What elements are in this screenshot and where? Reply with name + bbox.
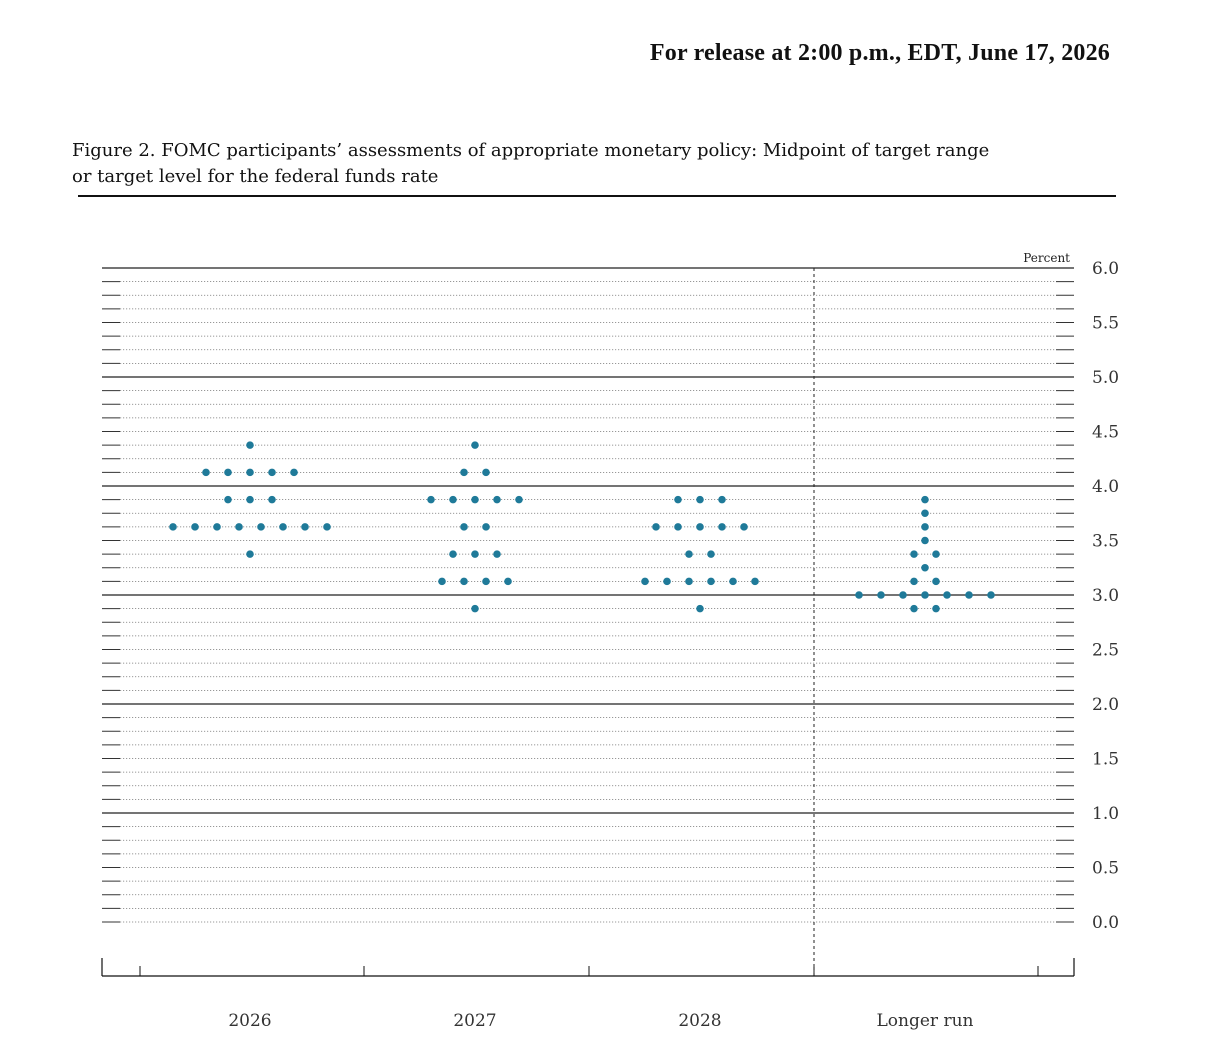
participant-dot [246,550,254,558]
participant-dot [460,468,468,477]
participant-dot [449,550,457,558]
participant-dot [482,468,490,477]
participant-dot [460,523,468,531]
participant-dot [460,577,468,586]
participant-dot [202,468,210,477]
axis-layer: 0.0 0.5 1.0 1.5 2.0 2.5 3.0 3.5 4.0 4.5 5.0 5.5 6.0 2… [101,259,1119,1031]
participant-dot [899,591,907,599]
participant-dot [191,523,199,531]
figure-caption-line-2: or target level for the federal funds ra… [72,166,439,187]
participant-dot [707,577,715,586]
participant-dot [718,495,726,504]
participant-dot [751,577,759,586]
y-tick-label: 4.0 [1092,477,1119,497]
participant-dot [943,591,951,599]
participant-dot [213,523,221,531]
y-axis-unit-label: Percent [1023,251,1070,265]
participant-dot [921,536,929,545]
participant-dot [877,591,885,599]
participant-dot [674,495,682,504]
figure-caption: Figure 2. FOMC participants’ assessments… [72,138,1072,190]
participant-dot [493,495,501,504]
participant-dot [493,550,501,558]
participant-dot [224,495,232,504]
participant-dot [921,563,929,572]
y-tick-label: 2.5 [1092,641,1119,661]
participant-dot [471,550,479,558]
participant-dot [246,495,254,504]
participant-dot [921,591,929,599]
participant-dot [482,523,490,531]
participant-dot [482,577,490,586]
y-tick-label: 3.5 [1092,532,1119,552]
participant-dot [235,523,243,531]
participant-dot [965,591,973,599]
participant-dot [696,495,704,504]
participant-dot [438,577,446,586]
release-header: For release at 2:00 p.m., EDT, June 17, … [649,40,1110,66]
participant-dot [279,523,287,531]
participant-dot [471,604,479,613]
participant-dot [932,550,940,558]
y-tick-label: 4.5 [1092,423,1119,443]
participant-dot [696,604,704,613]
participant-dot [641,577,649,586]
y-tick-label: 3.0 [1092,586,1119,606]
participant-dot [740,523,748,531]
y-tick-label: 0.5 [1092,859,1119,879]
participant-dot [471,495,479,504]
x-category-label: 2028 [678,1011,721,1031]
participant-dot [169,523,177,531]
participant-dot [515,495,523,504]
participant-dot [987,591,995,599]
participant-dot [685,577,693,586]
participant-dot [301,523,309,531]
participant-dot [696,523,704,531]
participant-dot [449,495,457,504]
participant-dot [674,523,682,531]
x-category-label: Longer run [877,1011,974,1031]
participant-dot [921,523,929,531]
grid-layer [102,267,1074,923]
y-tick-label: 5.5 [1092,314,1119,334]
participant-dot [932,577,940,586]
participant-dot [246,441,254,449]
figure-caption-line-1: Figure 2. FOMC participants’ assessments… [72,140,990,161]
participant-dot [504,577,512,586]
participant-dot [246,468,254,477]
participant-dot [718,523,726,531]
y-tick-label: 2.0 [1092,695,1119,715]
y-tick-label: 1.5 [1092,750,1119,770]
participant-dot [707,550,715,558]
y-tick-label: 1.0 [1092,804,1119,824]
participant-dot [685,550,693,558]
participant-dot [910,550,918,558]
participant-dot [224,468,232,477]
participant-dot [729,577,737,586]
participant-dot [323,523,331,531]
participant-dot [257,523,265,531]
x-category-label: 2026 [228,1011,271,1031]
participant-dot [855,591,863,599]
y-tick-label: 0.0 [1092,913,1119,933]
participant-dot [268,468,276,477]
participant-dot [290,468,298,477]
participant-dot [471,441,479,449]
participant-dot [652,523,660,531]
dots-layer [169,441,995,613]
x-category-label: 2027 [453,1011,496,1031]
participant-dot [663,577,671,586]
participant-dot [910,577,918,586]
caption-rule [78,195,1116,197]
y-tick-label: 5.0 [1092,368,1119,388]
y-tick-label: 6.0 [1092,259,1119,279]
participant-dot [427,495,435,504]
participant-dot [921,509,929,518]
participant-dot [932,604,940,613]
participant-dot [921,495,929,504]
participant-dot [268,495,276,504]
participant-dot [910,604,918,613]
